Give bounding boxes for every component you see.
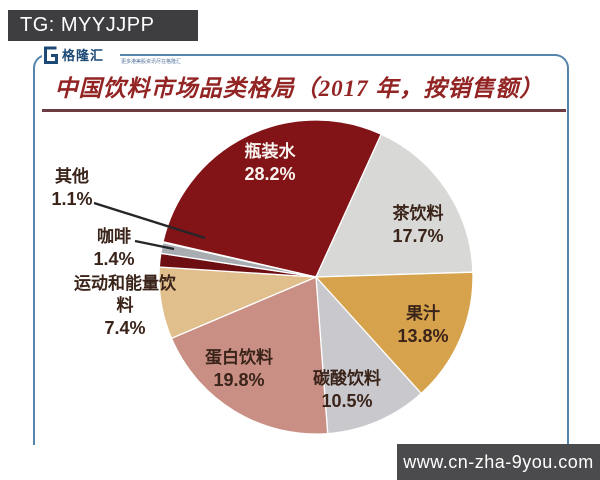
slice-label-tea-drinks: 茶饮料 17.7%: [392, 204, 444, 246]
pie-slice-juice: [314, 271, 474, 395]
title-underline: [42, 109, 566, 112]
pie-slice-carbonated-drinks: [315, 275, 423, 435]
leader-line-others: [93, 201, 206, 240]
gelonghui-logo: 格隆汇: [42, 41, 120, 68]
leader-line-coffee: [134, 239, 175, 251]
slice-label-others: 其他 1.1%: [51, 167, 93, 209]
pie-slice-bottled-water: [162, 119, 383, 278]
slice-label-coffee: 咖啡 1.4%: [93, 227, 135, 269]
logo-name: 格隆汇: [62, 48, 105, 63]
slice-label-juice: 果汁 13.8%: [397, 304, 449, 346]
chart-title: 中国饮料市场品类格局（2017 年，按销售额）: [54, 76, 544, 101]
pie-slices-group: [158, 119, 474, 435]
pie-slice-others: [160, 241, 317, 278]
slice-label-protein-drinks: 蛋白饮料 19.8%: [205, 348, 273, 390]
logo-tagline: 更多港美股资讯尽在格隆汇: [121, 59, 182, 65]
pie-slice-tea-drinks: [314, 133, 474, 278]
chart-frame-border: [33, 54, 569, 445]
slice-label-carbonated-drinks: 碳酸饮料 10.5%: [313, 369, 381, 411]
pie-slice-protein-drinks: [170, 276, 329, 435]
logo-g-icon: [42, 45, 59, 65]
telegram-watermark: TG: MYYJJPP: [8, 10, 198, 41]
site-watermark: www.cn-zha-9you.com: [397, 444, 600, 480]
slice-label-bottled-water: 瓶装水 28.2%: [244, 142, 296, 184]
slice-label-sports-energy-drinks: 运动和能量饮 料 7.4%: [74, 274, 176, 338]
